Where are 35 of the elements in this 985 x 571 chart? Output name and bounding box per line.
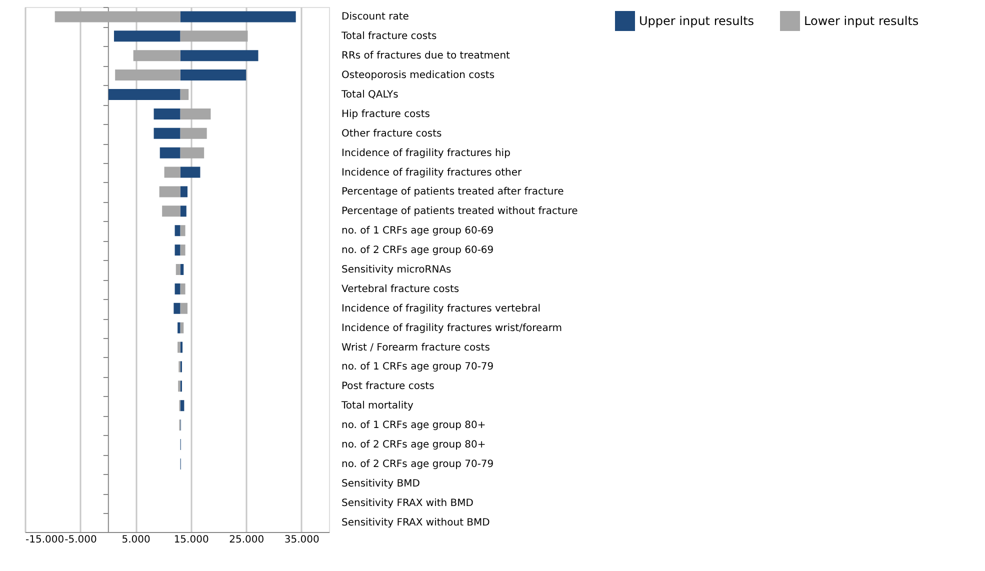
x-tick-label: 35.000 bbox=[284, 534, 320, 546]
y-tick-label: Osteoporosis medication costs bbox=[342, 70, 495, 82]
y-tick-label: no. of 1 CRFs age group 70-79 bbox=[342, 362, 494, 373]
x-tick-label: 5.000 bbox=[122, 534, 150, 546]
y-tick-label: no. of 1 CRFs age group 80+ bbox=[342, 420, 486, 432]
x-tick-label: -15.000 bbox=[26, 534, 64, 546]
y-tick-label: Total QALYs bbox=[340, 90, 398, 100]
y-tick-label: Vertebral fracture costs bbox=[342, 284, 460, 295]
y-tick-label: Other fracture costs bbox=[342, 128, 442, 140]
x-tick-label: 25.000 bbox=[229, 534, 264, 546]
y-tick-label: no. of 2 CRFs age group 80+ bbox=[342, 440, 486, 450]
y-tick-label: Sensitivity FRAX with BMD bbox=[342, 498, 474, 509]
legend-label: Lower input results bbox=[804, 14, 919, 28]
y-tick-label: Post fracture costs bbox=[342, 381, 434, 392]
y-tick-label: Percentage of patients treated without fracture bbox=[342, 206, 578, 218]
legend-label: Upper input results bbox=[639, 14, 754, 28]
y-tick-label: Percentage of patients treated after fracture bbox=[342, 186, 564, 198]
y-tick-label: Sensitivity BMD bbox=[342, 478, 420, 490]
y-tick-label: Wrist / Forearm fracture costs bbox=[342, 342, 490, 354]
y-tick-label: RRs of fractures due to treatment bbox=[342, 50, 510, 62]
y-tick-label: Discount rate bbox=[342, 12, 409, 23]
y-tick-label: no. of 2 CRFs age group 60-69 bbox=[342, 245, 494, 256]
y-tick-label: Total mortality bbox=[340, 400, 414, 412]
y-tick-label: no. of 2 CRFs age group 70-79 bbox=[342, 458, 494, 470]
y-tick-label: Sensitivity microRNAs bbox=[342, 264, 452, 276]
y-tick-label: Sensitivity FRAX without BMD bbox=[342, 517, 490, 528]
x-tick-label: 15.000 bbox=[174, 534, 209, 546]
y-tick-label: Incidence of fragility fractures other bbox=[342, 167, 522, 178]
y-tick-label: no. of 1 CRFs age group 60-69 bbox=[342, 226, 494, 237]
x-tick-label: -5.000 bbox=[64, 534, 97, 546]
y-tick-label: Total fracture costs bbox=[340, 31, 437, 42]
y-tick-label: Incidence of fragility fractures hip bbox=[342, 148, 510, 159]
y-tick-label: Incidence of fragility fractures wrist/forearm bbox=[342, 322, 562, 334]
y-tick-label: Incidence of fragility fractures vertebral bbox=[342, 303, 541, 314]
y-tick-label: Hip fracture costs bbox=[342, 108, 430, 120]
